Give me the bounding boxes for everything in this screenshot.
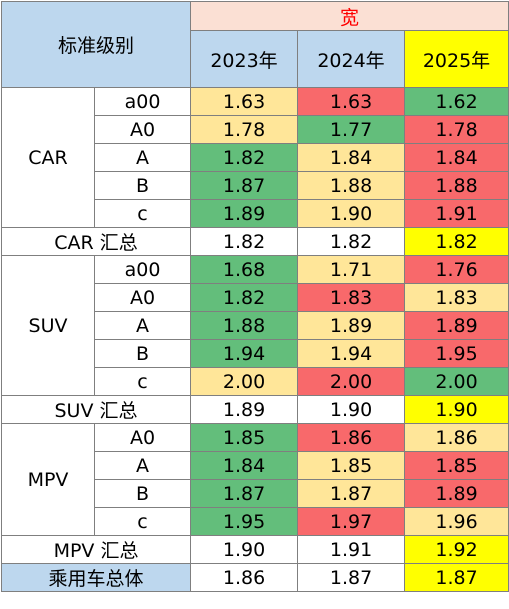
value-cell: 1.94	[297, 339, 406, 368]
value-cell: 1.83	[404, 283, 509, 312]
grand-total-row: 乘用车总体 1.86 1.87 1.87	[0, 563, 509, 592]
grand-total-value-cell: 1.87	[404, 563, 509, 592]
table-row: CAR a00 1.63 1.63 1.62	[1, 87, 509, 228]
grand-total-value-cell: 1.87	[297, 563, 406, 592]
table-row: A 1.88 1.89 1.89	[2, 311, 509, 340]
subtotal-value-cell: 1.89	[190, 395, 299, 424]
subtotal-label: SUV 汇总	[0, 395, 192, 424]
value-cell: 1.88	[297, 171, 406, 200]
value-cell: 1.76	[404, 255, 509, 284]
value-cell: 1.89	[404, 479, 509, 508]
value-cell: 1.82	[190, 143, 299, 172]
sub-level-label: c	[93, 507, 192, 536]
value-cell: 1.62	[404, 87, 509, 116]
table-row: B 1.87 1.87 1.89	[2, 479, 509, 508]
subtotal-value-cell: 1.92	[404, 535, 509, 564]
table-row: B 1.87 1.88 1.88	[2, 171, 509, 200]
sub-level-label: A	[93, 143, 192, 172]
value-cell: 1.88	[190, 311, 299, 340]
sub-level-label: A0	[93, 115, 192, 144]
sub-level-label: A	[93, 451, 192, 480]
grand-total-label: 乘用车总体	[0, 563, 192, 592]
year-header-2025: 2025年	[404, 30, 509, 88]
value-cell: 1.84	[190, 451, 299, 480]
value-cell: 1.89	[404, 311, 509, 340]
subtotal-value-cell: 1.90	[297, 395, 406, 424]
table-row: A 1.84 1.85 1.85	[2, 451, 509, 480]
value-cell: 1.85	[297, 451, 406, 480]
value-cell: 1.95	[404, 339, 509, 368]
sub-level-label: B	[93, 171, 192, 200]
value-cell: 1.91	[404, 199, 509, 228]
value-cell: 1.95	[190, 507, 299, 536]
table-row: c 2.00 2.00 2.00	[2, 367, 509, 396]
subtotal-value-cell: 1.82	[190, 227, 299, 256]
sub-level-label: A0	[93, 423, 192, 452]
sub-level-label: c	[93, 199, 192, 228]
subtotal-value-cell: 1.90	[190, 535, 299, 564]
value-cell: 1.78	[404, 115, 509, 144]
data-table: 标准级别 宽 2023年 2024年 2025年 CAR a00 1.63 1.63 1…	[0, 1, 509, 592]
value-cell: 1.85	[404, 451, 509, 480]
subtotal-row: MPV 汇总 1.90 1.91 1.92	[0, 535, 509, 564]
subtotal-value-cell: 1.82	[404, 227, 509, 256]
subtotal-label: MPV 汇总	[0, 535, 192, 564]
value-cell: 1.89	[297, 311, 406, 340]
group-label-suv: SUV	[1, 255, 95, 396]
subtotal-row: SUV 汇总 1.89 1.90 1.90	[0, 395, 509, 424]
value-cell: 2.00	[404, 367, 509, 396]
subtotal-value-cell: 1.91	[297, 535, 406, 564]
group-label-mpv: MPV	[1, 423, 95, 536]
year-header-2024: 2024年	[297, 30, 406, 88]
value-cell: 1.87	[190, 479, 299, 508]
subtotal-row: CAR 汇总 1.82 1.82 1.82	[0, 227, 509, 256]
sub-level-label: B	[93, 339, 192, 368]
value-cell: 1.90	[297, 199, 406, 228]
value-cell: 1.83	[297, 283, 406, 312]
value-cell: 1.97	[297, 507, 406, 536]
value-cell: 1.96	[404, 507, 509, 536]
value-cell: 1.86	[404, 423, 509, 452]
grand-total-value-cell: 1.86	[190, 563, 299, 592]
table-row: MPV A0 1.85 1.86 1.86	[1, 423, 509, 536]
std-level-header: 标准级别	[0, 1, 192, 88]
table-row: B 1.94 1.94 1.95	[2, 339, 509, 368]
sub-level-label: A	[93, 311, 192, 340]
year-header-2023: 2023年	[190, 30, 299, 88]
sub-level-label: c	[93, 367, 192, 396]
value-cell: 1.89	[190, 199, 299, 228]
value-cell: 1.84	[297, 143, 406, 172]
value-cell: 2.00	[297, 367, 406, 396]
value-cell: 1.87	[297, 479, 406, 508]
value-cell: 1.68	[190, 255, 299, 284]
sub-level-label: A0	[93, 283, 192, 312]
table-row: SUV a00 1.68 1.71 1.76	[1, 255, 509, 396]
table-row: A0 1.82 1.83 1.83	[2, 283, 509, 312]
value-cell: 1.77	[297, 115, 406, 144]
width-metric-header: 宽	[190, 1, 509, 31]
value-cell: 1.78	[190, 115, 299, 144]
table-body: CAR a00 1.63 1.63 1.62 A0 1.78 1.77 1.78 A 1.82 1.8…	[0, 87, 509, 592]
subtotal-value-cell: 1.82	[297, 227, 406, 256]
group-label-car: CAR	[1, 87, 95, 228]
sub-level-label: B	[93, 479, 192, 508]
value-cell: 1.63	[297, 87, 406, 116]
value-cell: 1.85	[190, 423, 299, 452]
value-cell: 2.00	[190, 367, 299, 396]
table-row: A 1.82 1.84 1.84	[2, 143, 509, 172]
subtotal-label: CAR 汇总	[0, 227, 192, 256]
subtotal-value-cell: 1.90	[404, 395, 509, 424]
sub-level-label: a00	[93, 255, 192, 284]
sub-level-label: a00	[93, 87, 192, 116]
value-cell: 1.82	[190, 283, 299, 312]
value-cell: 1.94	[190, 339, 299, 368]
value-cell: 1.71	[297, 255, 406, 284]
value-cell: 1.84	[404, 143, 509, 172]
value-cell: 1.88	[404, 171, 509, 200]
value-cell: 1.63	[190, 87, 299, 116]
value-cell: 1.86	[297, 423, 406, 452]
table-row: A0 1.78 1.77 1.78	[2, 115, 509, 144]
value-cell: 1.87	[190, 171, 299, 200]
